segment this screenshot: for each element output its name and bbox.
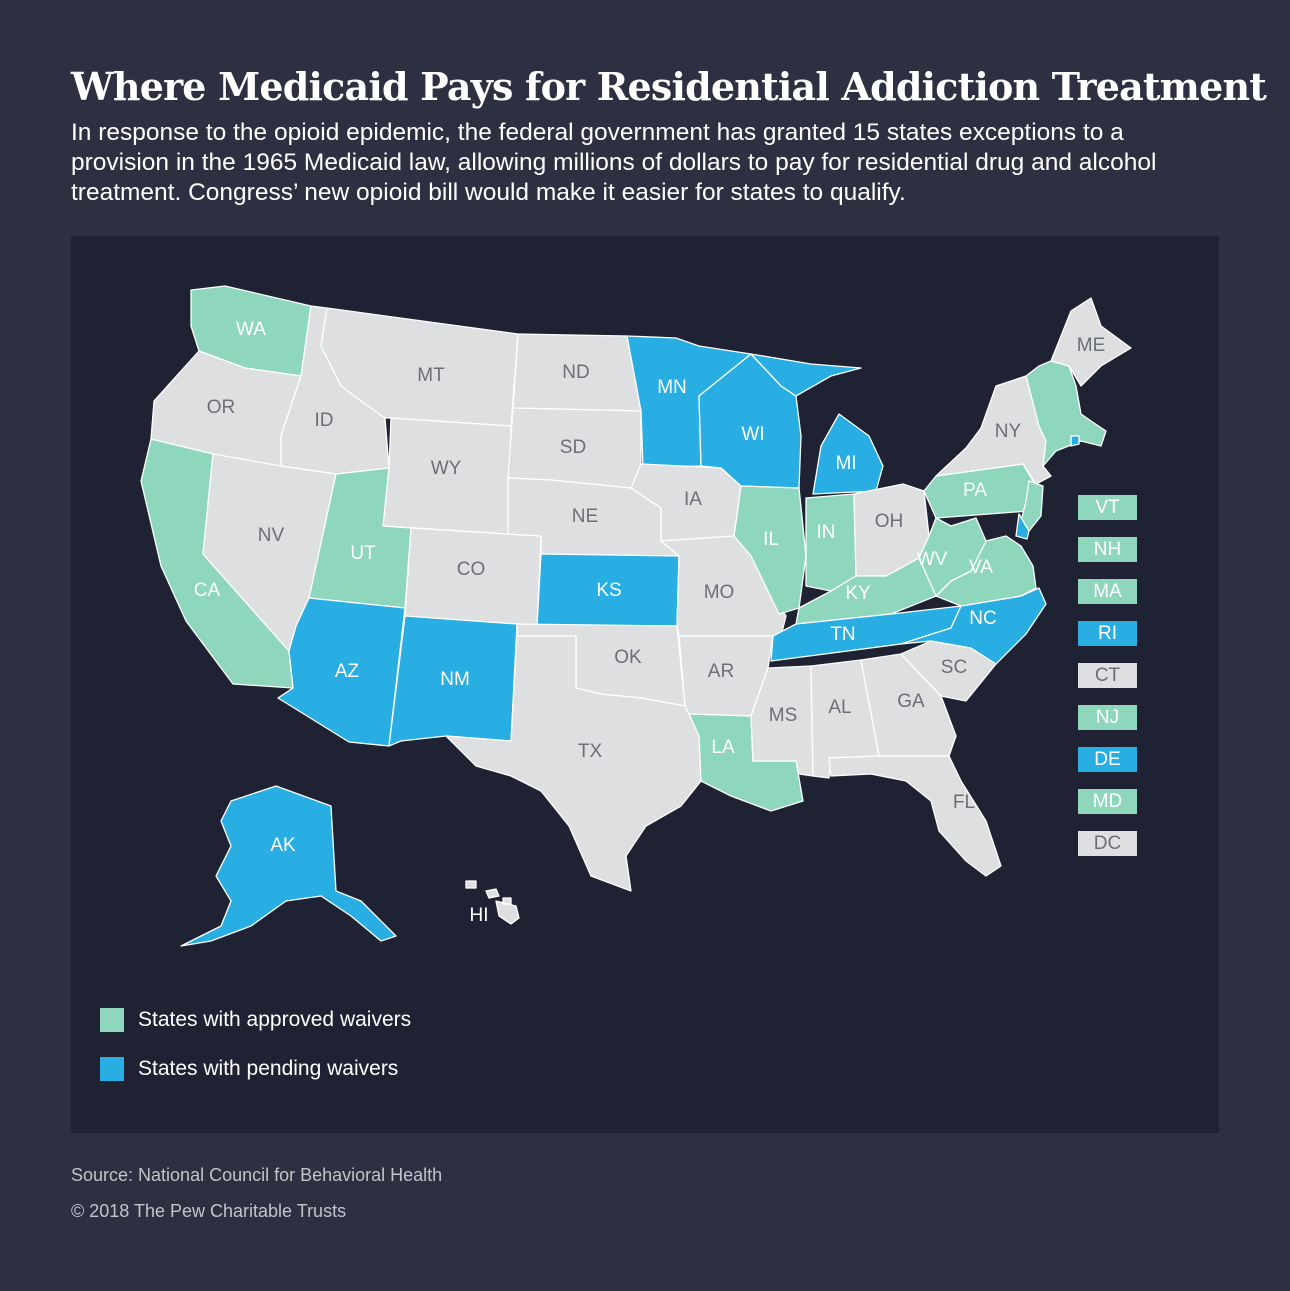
callout-nh[interactable]: NH — [1078, 537, 1137, 562]
label-in: IN — [817, 522, 836, 543]
label-ne: NE — [572, 506, 598, 527]
state-hi[interactable] — [465, 880, 520, 925]
copyright-note: © 2018 The Pew Charitable Trusts — [71, 1201, 347, 1221]
callout-ri[interactable]: RI — [1078, 621, 1137, 646]
state-wv[interactable] — [918, 517, 987, 597]
label-oh: OH — [875, 511, 904, 532]
state-az[interactable] — [277, 597, 406, 747]
label-nv: NV — [258, 525, 285, 546]
callout-vt[interactable]: VT — [1078, 495, 1137, 520]
label-al: AL — [828, 697, 851, 718]
state-de[interactable] — [1015, 513, 1030, 540]
source-note: Source: National Council for Behavioral … — [71, 1165, 443, 1185]
map-panel: WA OR CA ID NV MT WY UT AZ CO NM ND SD N… — [71, 236, 1219, 1133]
label-wy: WY — [431, 458, 462, 479]
label-sc: SC — [941, 657, 967, 678]
label-ks: KS — [596, 580, 621, 601]
label-ia: IA — [684, 489, 702, 510]
page-subtitle: In response to the opioid epidemic, the … — [71, 119, 1157, 206]
label-ok: OK — [614, 647, 642, 668]
label-ak: AK — [270, 835, 296, 856]
state-nc[interactable] — [900, 587, 1047, 665]
label-ca: CA — [194, 580, 221, 601]
state-ri[interactable] — [1070, 435, 1080, 447]
label-hi: HI — [470, 905, 489, 926]
label-or: OR — [207, 397, 236, 418]
callout-md[interactable]: MD — [1078, 789, 1137, 814]
callout-dc[interactable]: DC — [1078, 831, 1137, 856]
callout-ma[interactable]: MA — [1078, 579, 1137, 604]
label-pa: PA — [963, 480, 987, 501]
us-map: WA OR CA ID NV MT WY UT AZ CO NM ND SD N… — [140, 285, 1132, 947]
legend-label-pending: States with pending waivers — [138, 1057, 399, 1080]
label-ms: MS — [769, 705, 798, 726]
legend-pending: States with pending waivers — [100, 1057, 398, 1081]
state-tx[interactable] — [445, 635, 702, 892]
label-va: VA — [969, 557, 993, 578]
label-nc: NC — [969, 608, 996, 629]
legend-swatch-approved — [100, 1008, 124, 1032]
label-nd: ND — [562, 362, 589, 383]
legend-label-approved: States with approved waivers — [138, 1008, 412, 1031]
state-ak[interactable] — [180, 785, 397, 947]
label-tx: TX — [578, 741, 603, 762]
label-fl: FL — [953, 792, 975, 813]
label-ar: AR — [708, 661, 734, 682]
callout-de[interactable]: DE — [1078, 747, 1137, 772]
label-mn: MN — [657, 377, 687, 398]
state-fl[interactable] — [828, 755, 1002, 877]
label-wv: WV — [917, 549, 948, 570]
label-az: AZ — [335, 661, 360, 682]
label-mo: MO — [704, 582, 735, 603]
page-title: Where Medicaid Pays for Residential Addi… — [71, 64, 1267, 109]
state-me[interactable] — [1050, 297, 1132, 387]
label-wa: WA — [236, 319, 266, 340]
callout-ct[interactable]: CT — [1078, 663, 1137, 688]
label-ny: NY — [995, 421, 1022, 442]
label-co: CO — [457, 559, 486, 580]
label-sd: SD — [560, 437, 586, 458]
label-id: ID — [315, 410, 334, 431]
legend-approved: States with approved waivers — [100, 1008, 411, 1032]
legend-swatch-pending — [100, 1057, 124, 1081]
callout-nj[interactable]: NJ — [1078, 705, 1137, 730]
state-il[interactable] — [733, 485, 807, 615]
label-il: IL — [763, 529, 779, 550]
label-me: ME — [1077, 335, 1106, 356]
label-la: LA — [711, 737, 735, 758]
label-ut: UT — [350, 543, 376, 564]
label-wi: WI — [741, 424, 764, 445]
label-ky: KY — [845, 583, 871, 604]
label-mt: MT — [417, 365, 445, 386]
label-ga: GA — [897, 691, 925, 712]
label-tn: TN — [830, 624, 855, 645]
label-mi: MI — [835, 453, 856, 474]
label-nm: NM — [440, 669, 470, 690]
